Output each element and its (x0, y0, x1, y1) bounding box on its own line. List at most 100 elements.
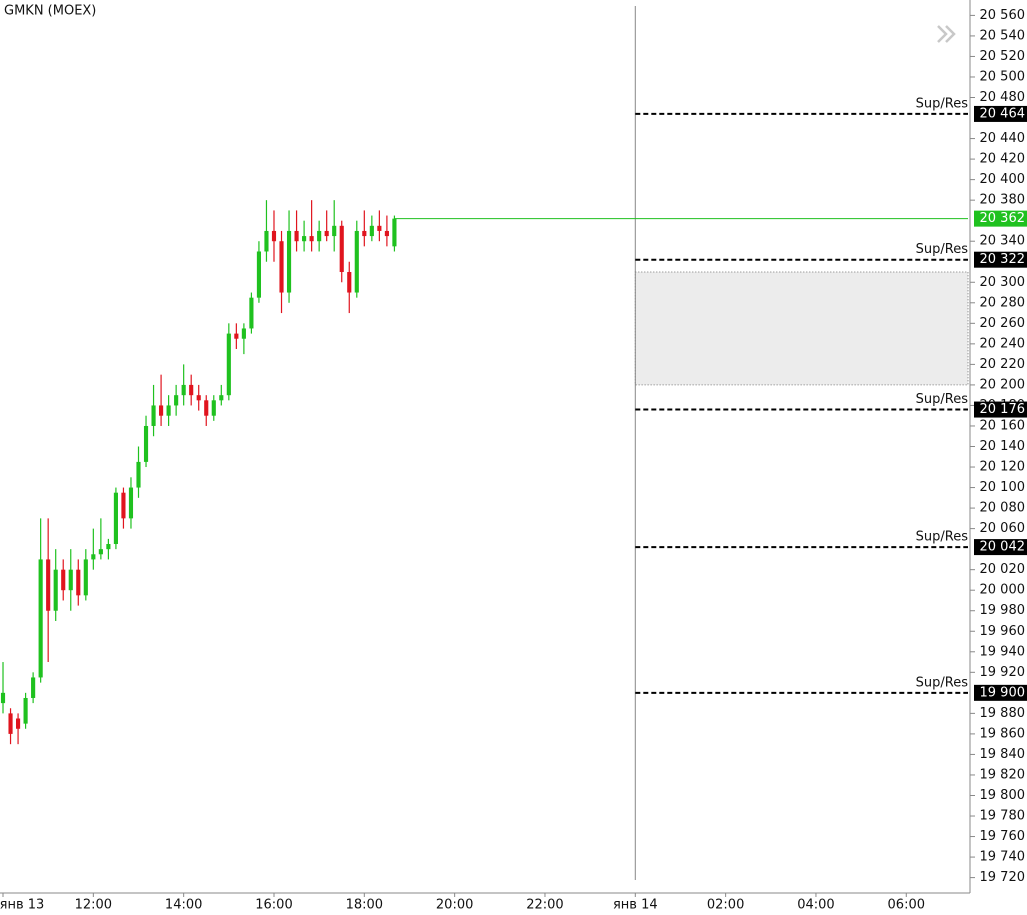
y-tick-label: 20 220 (980, 357, 1026, 372)
current-price-badge (974, 210, 1027, 227)
candle-body (219, 395, 224, 401)
candle-body (31, 677, 36, 698)
x-tick-label: 18:00 (346, 898, 383, 913)
candle-body (196, 395, 201, 401)
y-tick-label: 19 920 (980, 665, 1026, 680)
y-tick-label: 20 080 (980, 501, 1026, 516)
candle-body (121, 492, 126, 519)
y-tick-label: 19 780 (980, 809, 1026, 824)
candle-body (362, 230, 367, 237)
candle-body (377, 225, 382, 231)
y-tick-label: 20 340 (980, 234, 1026, 249)
price-badge-label: 20 176 (980, 402, 1026, 417)
candle-body (159, 405, 164, 416)
x-tick-label: 22:00 (526, 898, 563, 913)
candle-body (98, 549, 103, 555)
candle-body (15, 718, 21, 729)
candle-body (271, 230, 277, 242)
y-tick-label: 19 820 (980, 767, 1026, 782)
y-tick-label: 20 160 (980, 418, 1026, 433)
candle-body (256, 251, 262, 298)
candle-body (317, 230, 322, 242)
candle-body (204, 400, 209, 416)
y-tick-label: 20 140 (980, 439, 1026, 454)
x-tick-label: 16:00 (255, 898, 292, 913)
y-tick-label: 19 720 (980, 870, 1026, 885)
candle-body (392, 218, 397, 247)
candle-body (61, 569, 66, 591)
level-name: Sup/Res (916, 96, 969, 111)
x-tick-label: янв 13 (0, 898, 44, 913)
level-name: Sup/Res (916, 530, 969, 545)
y-tick-label: 20 560 (980, 8, 1026, 23)
scroll-button[interactable] (937, 25, 956, 43)
candle-body (113, 492, 118, 545)
x-tick-label: янв 14 (613, 898, 658, 913)
candle-body (143, 425, 149, 462)
candle-body (106, 544, 111, 550)
candle-body (76, 569, 81, 596)
x-tick-label: 20:00 (436, 898, 473, 913)
price-badge (974, 684, 1027, 701)
chart-title: GMKN (MOEX) (4, 4, 96, 19)
candle-body (339, 225, 344, 273)
candle-body (128, 487, 134, 519)
candle-body (384, 230, 389, 237)
candle-body (309, 236, 314, 242)
price-badge-label: 19 900 (980, 685, 1026, 700)
candle-body (354, 230, 359, 293)
x-tick-label: 02:00 (707, 898, 744, 913)
candle-body (324, 230, 329, 237)
candle-body (68, 569, 73, 591)
x-tick-label: 14:00 (165, 898, 202, 913)
candle-body (46, 559, 51, 611)
y-tick-label: 20 520 (980, 49, 1026, 64)
candle-body (83, 559, 88, 596)
price-badge-label: 20 464 (980, 106, 1026, 121)
y-tick-label: 20 240 (980, 336, 1026, 351)
price-badge (974, 539, 1027, 556)
y-tick-label: 19 840 (980, 747, 1026, 762)
x-tick-label: 06:00 (888, 898, 925, 913)
level-name: Sup/Res (916, 242, 969, 257)
candle-body (241, 328, 246, 339)
candle-body (347, 272, 352, 293)
candle-body (174, 395, 179, 406)
candle-body (234, 333, 239, 339)
level-name: Sup/Res (916, 675, 969, 690)
candle-body (294, 230, 299, 242)
level-name: Sup/Res (916, 392, 969, 407)
candle-body (23, 697, 28, 724)
candle-body (211, 400, 216, 416)
y-tick-label: 20 100 (980, 480, 1026, 495)
price-badge (974, 105, 1027, 122)
y-tick-label: 20 280 (980, 295, 1026, 310)
y-tick-label: 19 960 (980, 624, 1026, 639)
y-tick-label: 20 540 (980, 28, 1026, 43)
candle-body (181, 384, 186, 396)
y-tick-label: 20 260 (980, 316, 1026, 331)
y-tick-label: 19 740 (980, 850, 1026, 865)
candle-body (189, 384, 194, 396)
candle-body (286, 230, 292, 293)
y-tick-label: 20 500 (980, 69, 1026, 84)
y-tick-label: 20 300 (980, 275, 1026, 290)
y-tick-label: 20 060 (980, 521, 1026, 536)
price-badge (974, 401, 1027, 418)
candle-body (151, 405, 156, 426)
y-tick-label: 19 940 (980, 644, 1026, 659)
chevron-icon[interactable] (937, 25, 956, 43)
y-tick-label: 20 020 (980, 562, 1026, 577)
price-badge-label: 20 042 (980, 540, 1026, 555)
y-tick-label: 19 860 (980, 726, 1026, 741)
current-price-label: 20 362 (980, 211, 1026, 226)
candle-body (302, 236, 307, 242)
y-tick-label: 20 120 (980, 460, 1026, 475)
candle-body (332, 225, 337, 237)
y-tick-label: 19 880 (980, 706, 1026, 721)
y-tick-label: 19 760 (980, 829, 1026, 844)
candle-body (38, 559, 43, 678)
candle-body (8, 713, 13, 734)
candle-body (264, 230, 269, 252)
